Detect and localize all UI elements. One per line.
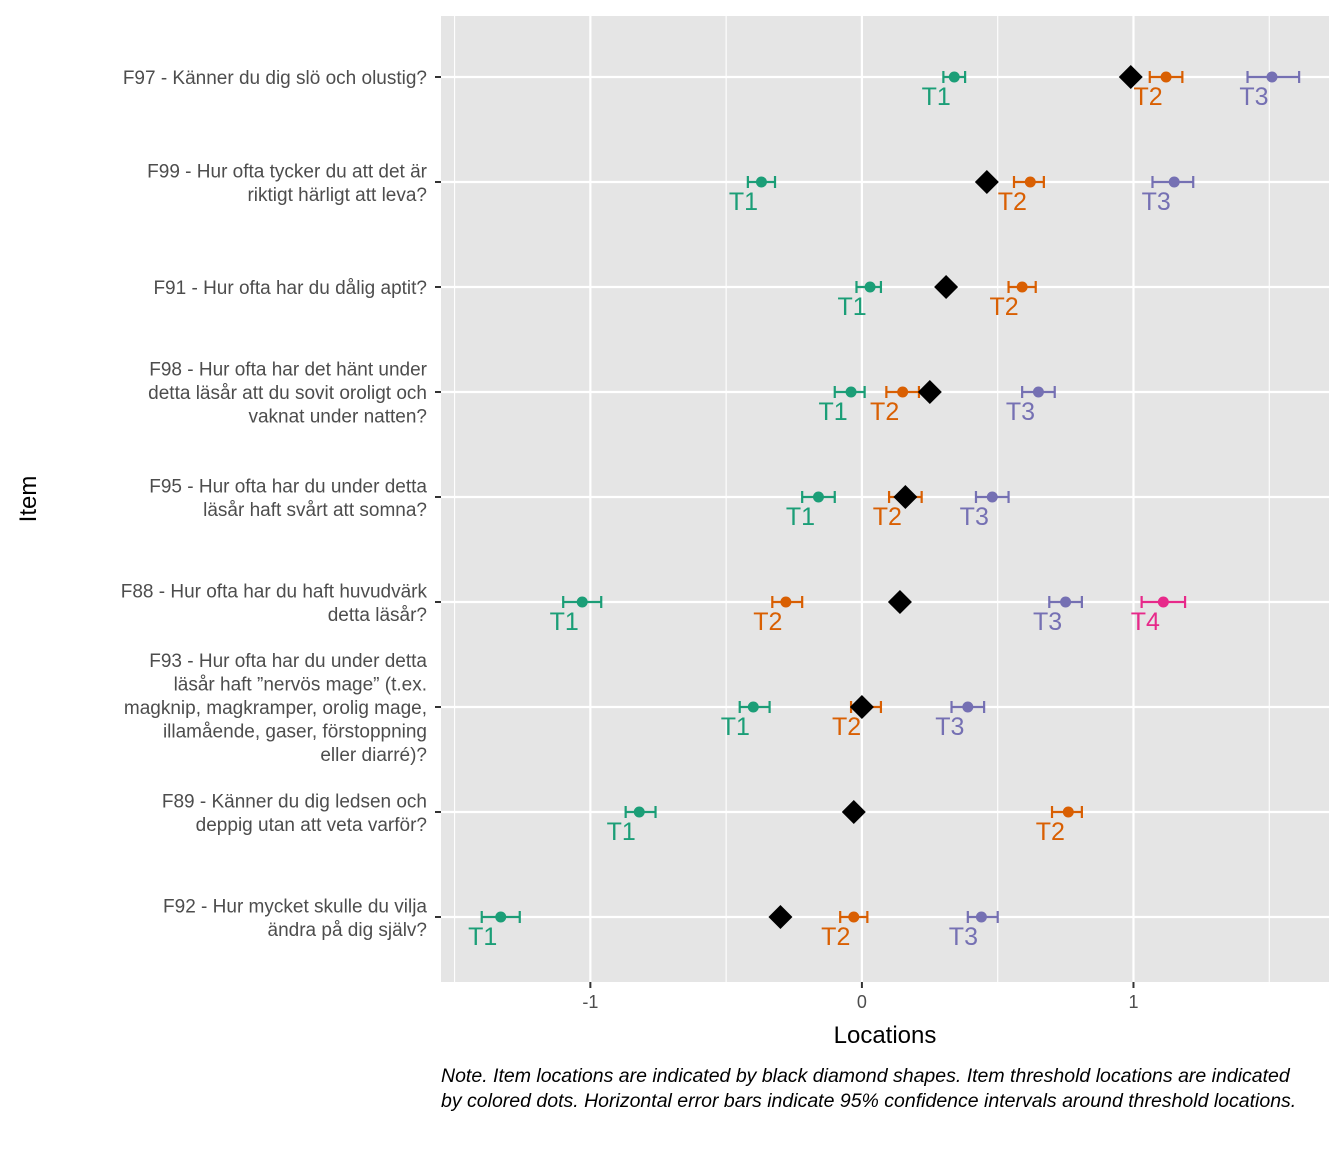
threshold-point (1266, 71, 1278, 83)
threshold-label: T2 (1036, 818, 1065, 846)
y-tick-label-line: läsår haft ”nervös mage” (t.ex. (174, 675, 427, 696)
threshold-label: T3 (1006, 398, 1035, 426)
y-tick-label-line: detta läsår? (328, 605, 427, 626)
y-tick-label-line: vaknat under natten? (248, 407, 427, 428)
y-tick-label-line: F92 - Hur mycket skulle du vilja (163, 896, 427, 917)
item-location-diamond (887, 590, 912, 614)
threshold-label: T2 (821, 923, 850, 951)
threshold-label: T1 (550, 608, 579, 636)
threshold-label: T1 (922, 83, 951, 111)
item-location-diamond (1118, 65, 1143, 89)
y-tick-label: F97 - Känner du dig slö och olustig? (123, 68, 427, 89)
threshold-label: T1 (721, 713, 750, 741)
threshold-point (1016, 281, 1028, 293)
threshold-point (948, 71, 960, 83)
y-tick-label-line: ändra på dig själv? (268, 920, 428, 941)
y-tick-label-line: illamående, gaser, förstoppning (163, 722, 427, 743)
threshold-label: T1 (607, 818, 636, 846)
threshold-label: T3 (1239, 83, 1268, 111)
y-tick-label: F99 - Hur ofta tycker du att det är rikti… (147, 161, 428, 206)
threshold-point (812, 491, 824, 503)
y-tick-label-line: deppig utan att veta varför? (196, 815, 427, 836)
threshold-label: T3 (1142, 188, 1171, 216)
threshold-point (1032, 386, 1044, 398)
x-tick-label: 0 (857, 992, 867, 1012)
x-tick-label: -1 (582, 992, 598, 1012)
y-tick-label-line: F88 - Hur ofta har du haft huvudvärk (121, 581, 428, 602)
threshold-point (897, 386, 909, 398)
y-tick-label-line: F95 - Hur ofta har du under detta (149, 476, 427, 497)
plot-panel (441, 16, 1329, 982)
y-axis: F97 - Känner du dig slö och olustig? F99 … (121, 68, 441, 941)
y-tick-label-line: riktigt härligt att leva? (247, 185, 427, 206)
threshold-point (1024, 176, 1036, 188)
threshold-point (495, 911, 507, 923)
threshold-label: T3 (1033, 608, 1062, 636)
y-tick-label-line: F98 - Hur ofta har det hänt under (149, 360, 427, 381)
threshold-label: T1 (786, 503, 815, 531)
threshold-point (848, 911, 860, 923)
y-tick-label-line: detta läsår att du sovit oroligt och (148, 383, 427, 404)
threshold-label: T2 (1133, 83, 1162, 111)
y-tick-label-line: F97 - Känner du dig slö och olustig? (123, 68, 427, 89)
y-tick-label: F91 - Hur ofta har du dålig aptit? (153, 278, 427, 299)
threshold-label: T3 (960, 503, 989, 531)
threshold-label: T1 (468, 923, 497, 951)
threshold-label: T3 (935, 713, 964, 741)
threshold-point (576, 596, 588, 608)
threshold-point (1160, 71, 1172, 83)
y-tick-label-line: eller diarré)? (320, 745, 427, 766)
y-tick-label-line: F91 - Hur ofta har du dålig aptit? (153, 278, 427, 299)
item-location-diamond (849, 695, 874, 719)
x-tick-label: 1 (1128, 992, 1138, 1012)
y-tick-label: F88 - Hur ofta har du haft huvudvärk dett… (121, 581, 428, 626)
y-tick-label: F93 - Hur ofta har du under detta läsår h… (124, 651, 428, 766)
item-location-diamond (917, 380, 942, 404)
threshold-label: T2 (832, 713, 861, 741)
threshold-label: T2 (753, 608, 782, 636)
threshold-label: T4 (1131, 608, 1160, 636)
item-location-diamond (974, 170, 999, 194)
threshold-point (864, 281, 876, 293)
threshold-point (780, 596, 792, 608)
threshold-label: T2 (873, 503, 902, 531)
threshold-point (975, 911, 987, 923)
threshold-label: T2 (990, 293, 1019, 321)
y-tick-label: F92 - Hur mycket skulle du vilja ändra på… (163, 896, 427, 941)
threshold-point (1168, 176, 1180, 188)
y-tick-label: F89 - Känner du dig ledsen och deppig uta… (162, 791, 427, 836)
threshold-point (1157, 596, 1169, 608)
item-location-diamond (934, 275, 959, 299)
threshold-point (755, 176, 767, 188)
item-location-diamond (841, 800, 866, 824)
chart-marks: T1 T2 T3 T1 T2 T3 T1 T2 T1 T2 T3 T1 T2 T3 T1 T2 T3 T4 T1 T2… (468, 65, 1301, 951)
item-location-diamond (768, 905, 793, 929)
y-axis-title: Item (15, 476, 42, 523)
threshold-label: T1 (729, 188, 758, 216)
threshold-point (633, 806, 645, 818)
threshold-label: T1 (818, 398, 847, 426)
threshold-point (1062, 806, 1074, 818)
threshold-point (962, 701, 974, 713)
threshold-label: T2 (870, 398, 899, 426)
threshold-label: T1 (837, 293, 866, 321)
x-axis: -1 0 1 (582, 982, 1138, 1012)
figure-note: Note. Item locations are indicated by bl… (441, 1065, 1297, 1112)
threshold-point (986, 491, 998, 503)
x-axis-title: Locations (834, 1022, 937, 1049)
y-tick-label-line: läsår haft svårt att somna? (203, 500, 427, 521)
threshold-label: T3 (949, 923, 978, 951)
item-location-diamond (893, 485, 918, 509)
y-tick-label-line: F99 - Hur ofta tycker du att det är (147, 161, 428, 182)
threshold-point (845, 386, 857, 398)
y-tick-label-line: F89 - Känner du dig ledsen och (162, 791, 427, 812)
threshold-point (1060, 596, 1072, 608)
y-tick-label-line: magknip, magkramper, orolig mage, (124, 698, 427, 719)
y-tick-label: F98 - Hur ofta har det hänt under detta l… (148, 360, 427, 428)
y-tick-label-line: F93 - Hur ofta har du under detta (149, 651, 427, 672)
threshold-label: T2 (998, 188, 1027, 216)
threshold-point (747, 701, 759, 713)
y-tick-label: F95 - Hur ofta har du under detta läsår h… (149, 476, 427, 521)
